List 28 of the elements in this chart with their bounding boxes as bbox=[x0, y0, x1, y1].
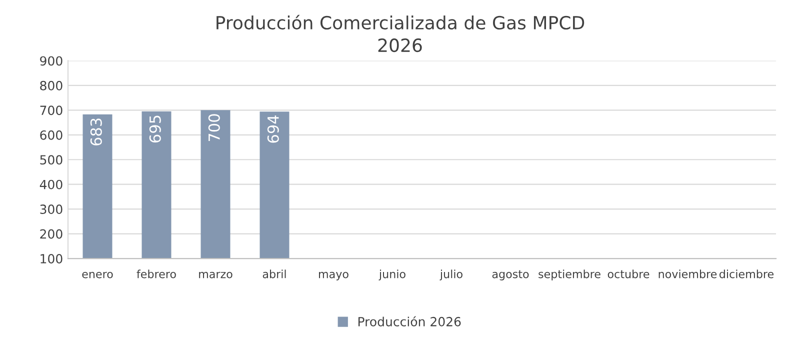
x-tick-label: noviembre bbox=[658, 270, 717, 278]
y-tick-label: 300 bbox=[40, 204, 62, 214]
y-tick-label: 800 bbox=[40, 80, 62, 90]
x-tick-label: agosto bbox=[492, 270, 529, 280]
data-label: 695 bbox=[149, 116, 161, 142]
x-tick-label: septiembre bbox=[538, 270, 600, 280]
x-tick-label: mayo bbox=[319, 272, 348, 280]
y-tick-label: 400 bbox=[40, 180, 62, 190]
y-tick-label: 900 bbox=[40, 56, 62, 66]
x-tick-label: febrero bbox=[136, 270, 176, 278]
x-tick-label: abril bbox=[262, 270, 286, 278]
data-label: 694 bbox=[267, 115, 279, 143]
x-tick-label: julio bbox=[440, 270, 462, 280]
y-tick-label: 500 bbox=[40, 155, 62, 165]
data-label: 683 bbox=[90, 118, 102, 146]
y-tick-label: 600 bbox=[40, 130, 62, 140]
x-tick-label: octubre bbox=[608, 270, 650, 278]
y-tick-label: 100 bbox=[40, 254, 62, 264]
legend-label: Producción 2026 bbox=[358, 316, 461, 326]
x-tick-label: marzo bbox=[199, 272, 232, 278]
y-tick-label: 700 bbox=[40, 106, 62, 116]
x-tick-label: junio bbox=[378, 270, 406, 280]
y-tick-label: 200 bbox=[40, 229, 62, 239]
x-tick-label: enero bbox=[82, 272, 113, 278]
data-label: 700 bbox=[208, 114, 220, 142]
x-tick-label: diciembre bbox=[720, 270, 774, 278]
chart-subtitle: 2026 bbox=[378, 38, 422, 52]
chart-title: Producción Comercializada de Gas MPCD bbox=[216, 14, 584, 30]
